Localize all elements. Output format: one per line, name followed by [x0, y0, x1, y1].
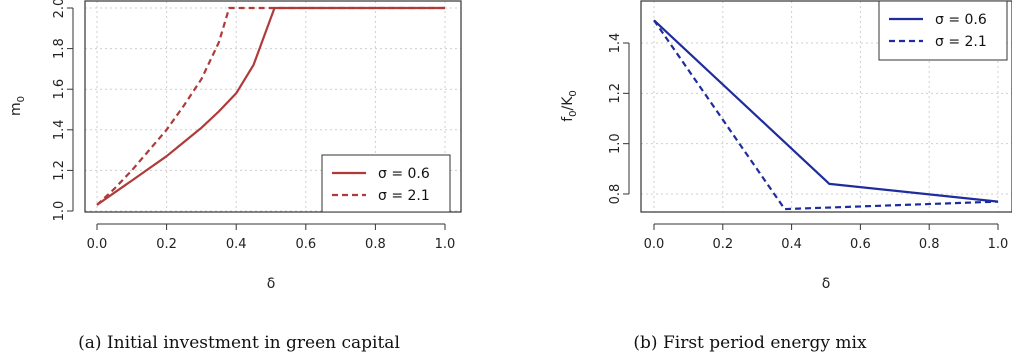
series-line-2	[96, 6, 445, 206]
x-tick-label: 0.8	[919, 237, 940, 252]
y-tick-label: 1.2	[608, 83, 623, 104]
y-tick-label: 1.4	[608, 33, 623, 54]
x-tick-label: 0.0	[644, 237, 665, 252]
x-tick-label: 0.4	[226, 237, 247, 252]
grid	[85, 1, 461, 212]
series-line-1	[653, 19, 999, 203]
x-tick-label: 0.2	[156, 237, 177, 252]
caption-a: (a) Initial investment in green capital	[78, 333, 400, 353]
y-tick-label: 1.2	[52, 160, 67, 181]
y-axis-label-mid: /K	[560, 96, 576, 111]
plot-frame	[84, 0, 462, 213]
x-axis-label: δ	[267, 276, 276, 292]
y-axis-label-sub: 0	[16, 96, 27, 102]
legend-label-2: σ = 2.1	[935, 34, 987, 50]
x-tick-label: 1.0	[435, 237, 456, 252]
y-axis-label-main: m	[8, 102, 24, 116]
legend-box	[321, 154, 451, 213]
legend: σ = 0.6 σ = 2.1	[321, 154, 451, 213]
y-tick-label: 1.8	[52, 38, 67, 59]
y-tick-label: 1.0	[52, 201, 67, 222]
x-tick-label: 0.8	[365, 237, 386, 252]
legend-label-1: σ = 0.6	[378, 166, 430, 182]
x-tick-label: 0.0	[87, 237, 108, 252]
series-line-1	[96, 6, 445, 206]
y-axis-label-main: f	[560, 116, 576, 122]
y-axis-label-sub: 0	[568, 110, 579, 116]
caption-b: (b) First period energy mix	[633, 333, 867, 353]
legend-label-1: σ = 0.6	[935, 12, 987, 28]
series-line-2	[653, 19, 999, 211]
x-tick-label: 1.0	[988, 237, 1009, 252]
y-axis-label: m0	[8, 96, 27, 116]
y-tick-label: 1.4	[52, 119, 67, 140]
y-tick-label: 1.0	[608, 133, 623, 154]
x-tick-label: 0.6	[850, 237, 871, 252]
legend-box	[878, 0, 1008, 61]
legend-label-2: σ = 2.1	[378, 188, 430, 204]
y-tick-label: 2.0	[52, 0, 67, 18]
x-tick-label: 0.6	[295, 237, 316, 252]
x-tick-label: 0.4	[781, 237, 802, 252]
y-axis-label: f0/K0	[560, 90, 579, 122]
y-tick-label: 0.8	[608, 184, 623, 205]
legend: σ = 0.6 σ = 2.1	[878, 0, 1008, 61]
y-axis-label-sub2: 0	[568, 90, 579, 96]
chart-initial-investment: 0.0 0.2 0.4 0.6 0.8 1.0 1.0 1.2 1.4 1.6 1.8 2.0 δ m0 σ…	[8, 0, 462, 292]
x-axis-label: δ	[822, 276, 831, 292]
x-tick-label: 0.2	[712, 237, 733, 252]
plot-frame	[640, 0, 1012, 213]
grid	[641, 1, 1012, 212]
y-tick-label: 1.6	[52, 79, 67, 100]
